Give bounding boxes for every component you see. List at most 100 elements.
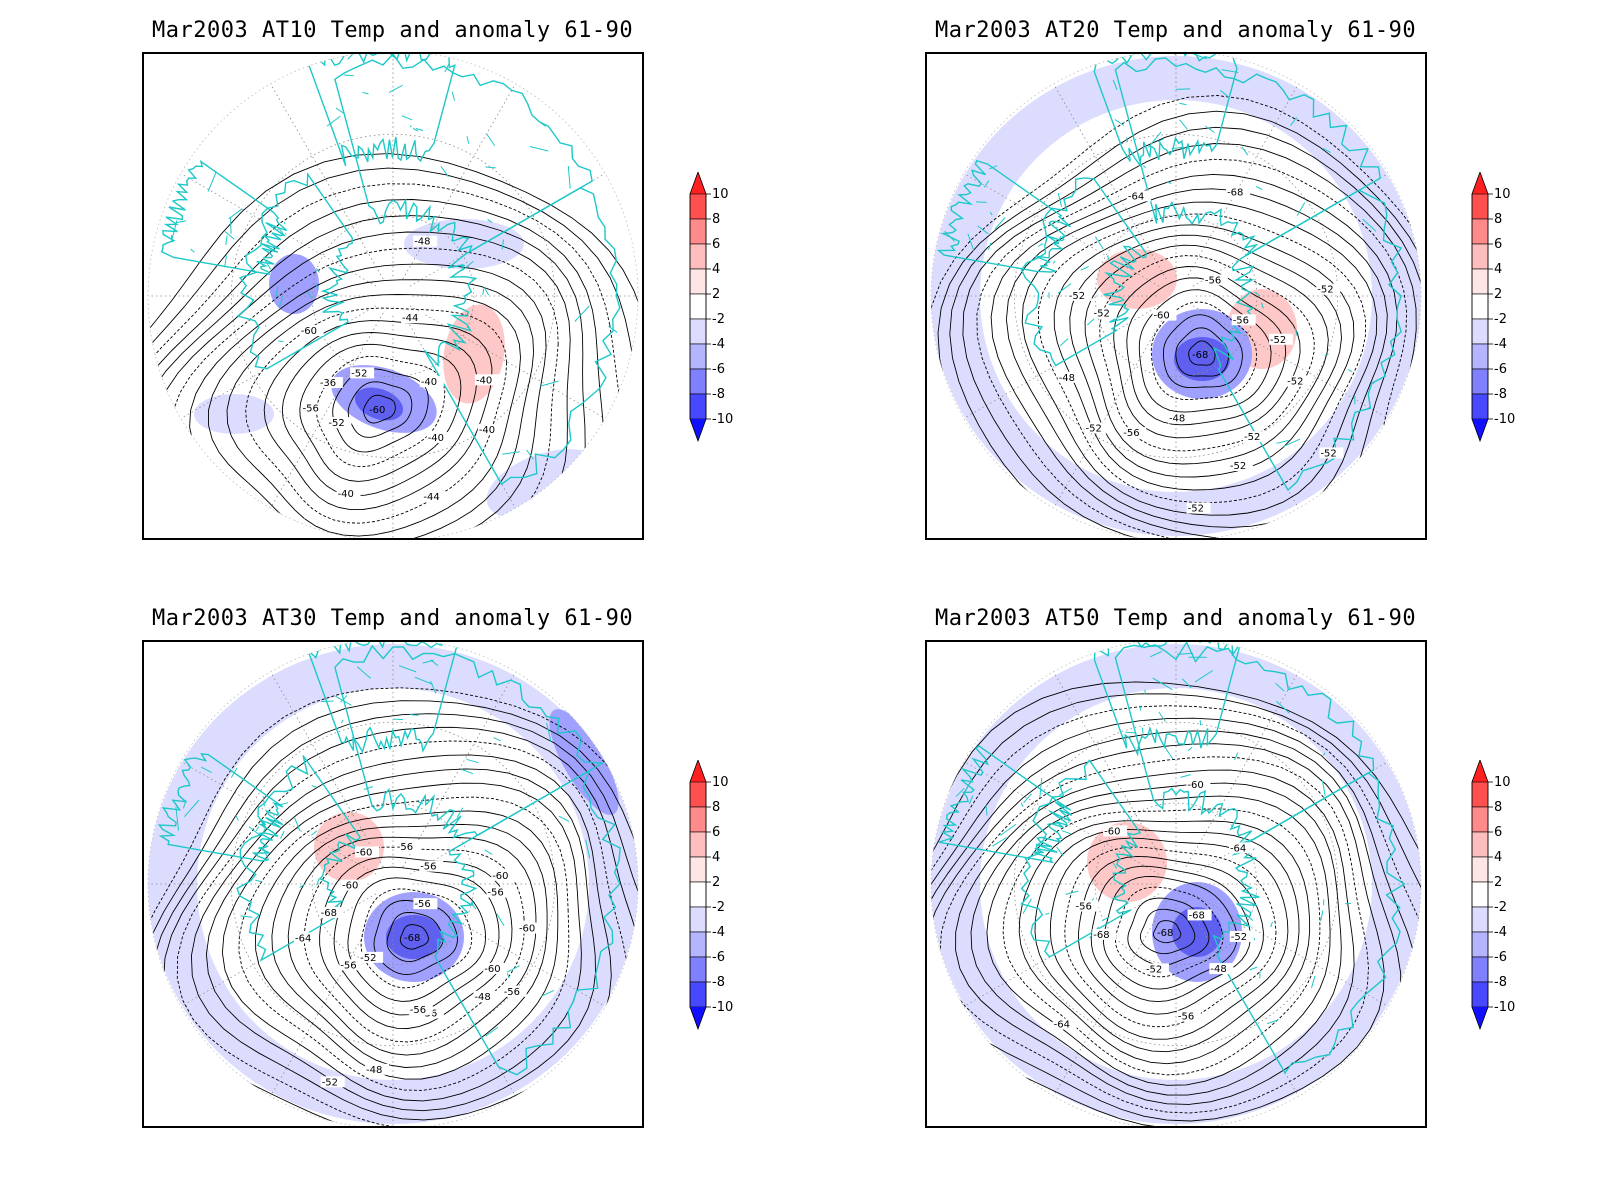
- contour-label-bg: [1286, 375, 1311, 387]
- colorbar-segment: [689, 268, 707, 295]
- colorbar-tick-label: -8: [712, 975, 725, 990]
- contour-line: [1099, 255, 1315, 452]
- contour-label-bg: [1092, 928, 1117, 940]
- contour-label-bg: [1067, 289, 1092, 301]
- contour-line: [1021, 201, 1378, 516]
- contour-labels: -52 -48 -56 -52 -64 -68 -56 -60 -60 -64 -68: [1052, 778, 1254, 1031]
- contour-label-bg: [502, 985, 527, 997]
- border-line: [207, 171, 217, 192]
- colorbar-segment: [689, 906, 707, 933]
- colorbar-segment: [689, 368, 707, 395]
- contour-label-bg: [419, 860, 444, 872]
- contour-label: -68: [1227, 188, 1243, 199]
- colorbar-tick-label: -6: [712, 950, 725, 965]
- border-line: [1166, 181, 1172, 184]
- border-line: [1249, 966, 1258, 971]
- contour-line: [360, 888, 473, 989]
- border-line: [1114, 119, 1125, 126]
- colorbar-tick-label: 6: [1494, 237, 1502, 252]
- colorbar-arrow-down: [1472, 419, 1488, 441]
- border-line: [466, 136, 470, 144]
- contour-line: [245, 307, 508, 524]
- colorbar-segment: [689, 393, 707, 420]
- meridian-line: [963, 761, 1160, 875]
- contour-label-bg: [1122, 427, 1147, 439]
- colorbar-segment: [1471, 956, 1489, 983]
- contour-line: [208, 279, 535, 538]
- contour-line: [271, 823, 548, 1068]
- border-line: [1182, 678, 1192, 689]
- contour-label: -60: [356, 847, 372, 858]
- contour-label-bg: [294, 932, 319, 944]
- contour-label-bg: [1268, 333, 1293, 345]
- contour-label-bg: [301, 402, 326, 414]
- colorbar-tick-label: 4: [712, 850, 720, 865]
- meridian-line: [1053, 312, 1167, 509]
- latitude-circle: [230, 721, 556, 1047]
- colorbar-tick-label: 8: [712, 800, 720, 815]
- colorbar-segment: [1471, 781, 1489, 808]
- border-line: [975, 201, 987, 203]
- contour-label: -52: [1146, 964, 1162, 975]
- contour-label-bg: [413, 898, 438, 910]
- contour-line: [148, 153, 638, 538]
- latitude-circle: [311, 214, 475, 378]
- coastline: [938, 745, 1073, 864]
- colorbar-segment: [1471, 193, 1489, 220]
- panel-title: Mar2003 AT30 Temp and anomaly 61-90: [152, 606, 634, 631]
- contour-label-bg: [1316, 283, 1341, 295]
- border-line: [1157, 138, 1165, 143]
- contour-label: -52: [1231, 932, 1247, 943]
- contour-label: -56: [487, 888, 503, 899]
- border-line: [977, 225, 989, 235]
- meridian-line: [270, 900, 384, 1097]
- border-line: [1270, 921, 1273, 928]
- contour-line: [287, 836, 537, 1056]
- colorbar-tick-label: -4: [1494, 925, 1507, 940]
- colorbar-tick-label: 8: [1494, 800, 1502, 815]
- contour-label: -40: [338, 489, 354, 500]
- border-line: [264, 325, 267, 327]
- contour-label-bg: [1242, 431, 1267, 443]
- contour-line: [1115, 886, 1224, 978]
- border-line: [526, 449, 534, 460]
- colorbar-segment: [689, 318, 707, 345]
- contour-label-bg: [1228, 842, 1253, 854]
- contour-label-bg: [1226, 186, 1251, 198]
- border-line: [1347, 369, 1353, 373]
- contour-label: -52: [1085, 423, 1101, 434]
- meridian-line: [402, 83, 516, 280]
- contour-label-bg: [339, 959, 364, 971]
- contour-label-bg: [1126, 190, 1151, 202]
- contour-label-bg: [491, 869, 516, 881]
- border-line: [574, 305, 590, 322]
- map-body: -52 -52 -52 -52 -52 -48 -56 -52 -48 -52 -52 -60 -64 -…: [931, 54, 1421, 538]
- border-line: [541, 989, 555, 997]
- meridian-line: [409, 893, 606, 1007]
- meridian-line: [963, 173, 1160, 287]
- coastlines: [157, 642, 621, 1076]
- contour-label: -48: [474, 992, 490, 1003]
- coastline: [157, 753, 284, 862]
- border-line: [1101, 916, 1110, 922]
- colorbar-tick-label: -6: [712, 362, 725, 377]
- contour-line: [962, 143, 1417, 538]
- border-line: [567, 165, 571, 189]
- contour-label-bg: [477, 424, 502, 436]
- border-line: [356, 666, 372, 679]
- border-line: [1290, 117, 1298, 126]
- colorbar-tick-label: 2: [712, 875, 720, 890]
- border-line: [1175, 88, 1191, 90]
- contour-label: -64: [1054, 1020, 1070, 1031]
- contour-line: [1188, 340, 1216, 366]
- colorbar-segment: [1471, 368, 1489, 395]
- coastline: [423, 187, 621, 486]
- border-line: [1022, 898, 1032, 914]
- border-line: [1112, 79, 1118, 90]
- border-line: [1296, 202, 1306, 216]
- colorbar-tick-label: -6: [1494, 950, 1507, 965]
- latitude-circle: [1013, 721, 1339, 1047]
- border-line: [1260, 302, 1264, 309]
- border-line: [1362, 218, 1377, 232]
- colorbar-arrow-down: [1472, 1007, 1488, 1029]
